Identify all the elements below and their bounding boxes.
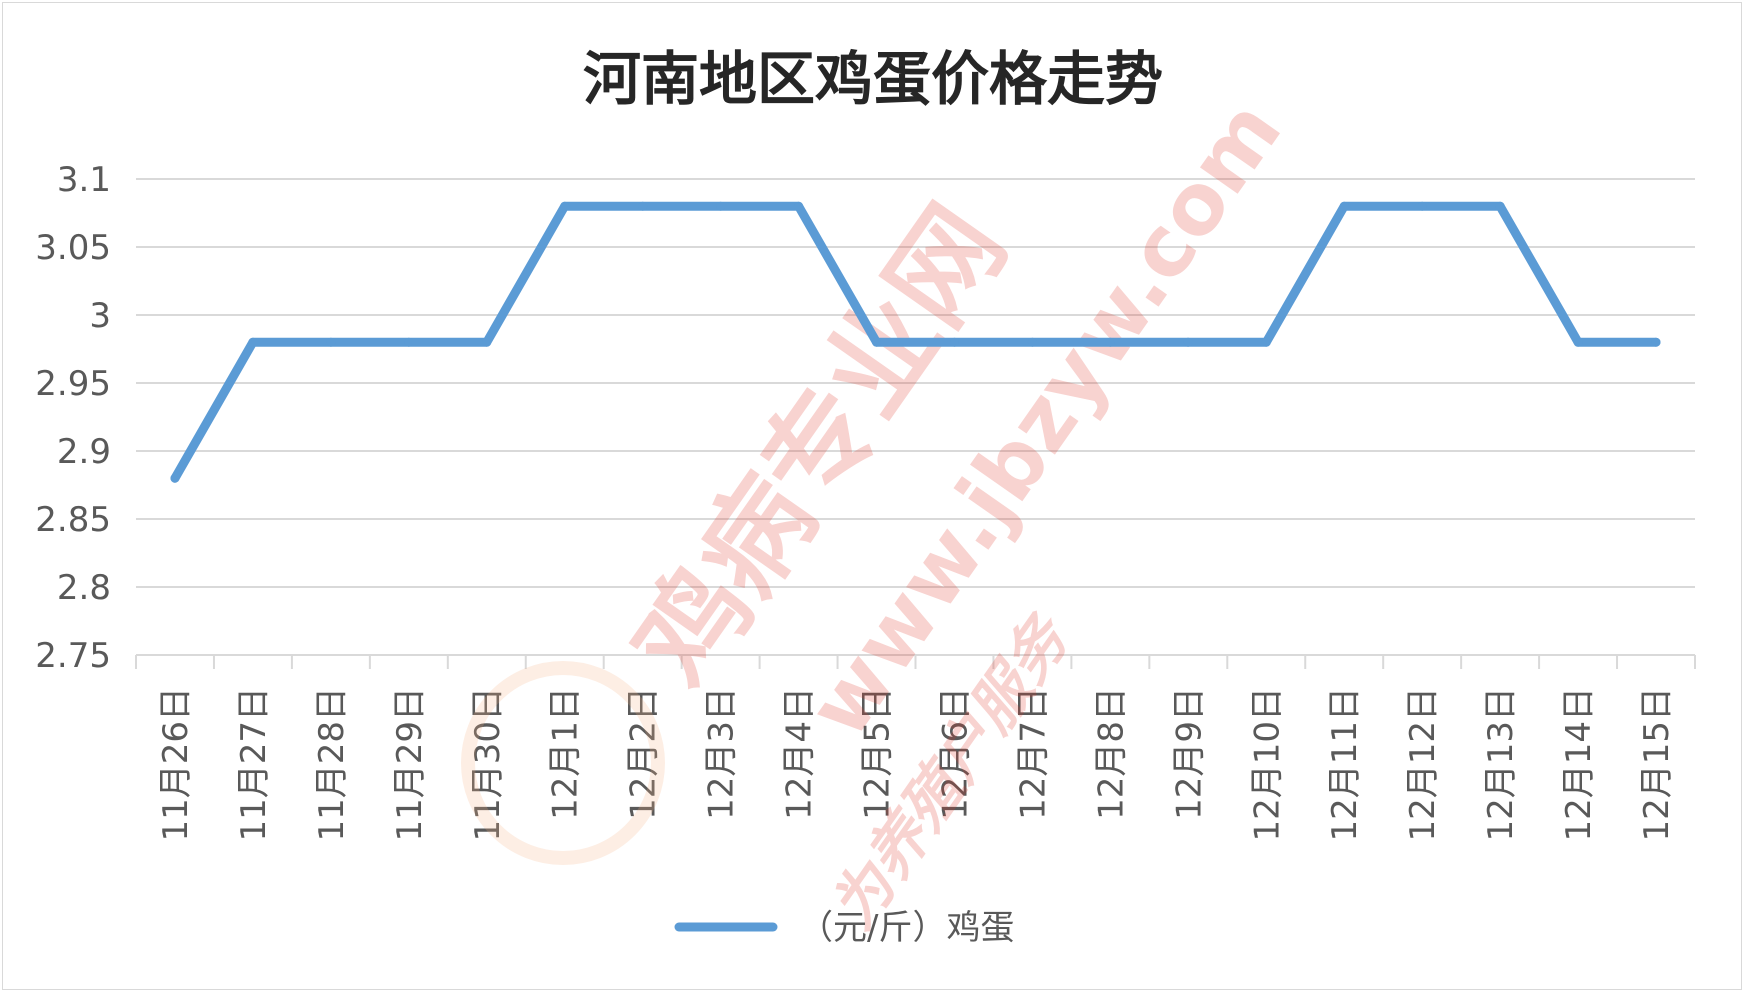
y-tick-label: 2.85 [35, 500, 111, 540]
x-tick-label: 12月15日 [1637, 687, 1677, 842]
x-tick-label: 12月10日 [1247, 687, 1287, 842]
series-lines [170, 201, 1661, 483]
data-point [638, 201, 648, 211]
x-tick-label: 12月9日 [1169, 687, 1209, 820]
data-point [794, 201, 804, 211]
data-point [872, 337, 882, 347]
data-point [1339, 201, 1349, 211]
gridlines [136, 178, 1695, 588]
data-point [560, 201, 570, 211]
x-tick-label: 12月13日 [1481, 687, 1521, 842]
x-tick-label: 12月14日 [1559, 687, 1599, 842]
y-tick-label: 2.9 [57, 432, 111, 472]
data-point [1183, 337, 1193, 347]
data-point [170, 473, 180, 483]
data-point [248, 337, 258, 347]
data-point [1027, 337, 1037, 347]
data-point [404, 337, 414, 347]
y-tick-label: 2.75 [35, 636, 111, 676]
x-tick-label: 12月4日 [780, 687, 820, 820]
x-tick-label: 12月3日 [702, 687, 742, 820]
x-axis [135, 654, 1696, 669]
data-point [1651, 337, 1661, 347]
x-tick-label: 12月12日 [1403, 687, 1443, 842]
y-tick-label: 3.05 [35, 228, 111, 268]
y-tick-label: 3.1 [57, 160, 111, 200]
data-point [716, 201, 726, 211]
data-point [1261, 337, 1271, 347]
x-tick-label: 11月30日 [468, 687, 508, 842]
y-tick-label: 2.95 [35, 364, 111, 404]
data-point [1495, 201, 1505, 211]
data-point [1573, 337, 1583, 347]
legend: （元/斤）鸡蛋 [674, 908, 1014, 948]
series-line [170, 201, 1661, 483]
x-tick-label: 12月2日 [624, 687, 664, 820]
x-axis-tick-labels: 11月26日 11月27日 11月28日 11月29日 11月30日 12月1日 12月2日… [156, 687, 1677, 842]
x-tick-label: 12月5日 [858, 687, 898, 820]
watermark-logo-icon [461, 661, 665, 865]
x-tick-label: 11月29日 [390, 687, 430, 842]
x-tick-label: 11月28日 [312, 687, 352, 842]
chart-title: 河南地区鸡蛋价格走势 [583, 45, 1163, 113]
x-tick-label: 12月6日 [935, 687, 975, 820]
data-point [482, 337, 492, 347]
x-tick-label: 12月11日 [1325, 687, 1365, 842]
y-tick-label: 3 [89, 296, 111, 336]
x-tick-label: 11月26日 [156, 687, 196, 842]
data-point [1105, 337, 1115, 347]
data-point [326, 337, 336, 347]
legend-label: （元/斤）鸡蛋 [799, 908, 1014, 948]
x-tick-label: 12月1日 [546, 687, 586, 820]
x-tick-label: 12月8日 [1091, 687, 1131, 820]
x-tick-label: 12月7日 [1013, 687, 1053, 820]
y-axis-tick-labels: 3.1 3.05 3 2.95 2.9 2.85 2.8 2.75 [35, 160, 111, 676]
data-point [949, 337, 959, 347]
data-point [1417, 201, 1427, 211]
x-tick-label: 11月27日 [234, 687, 274, 842]
y-tick-label: 2.8 [57, 568, 111, 608]
